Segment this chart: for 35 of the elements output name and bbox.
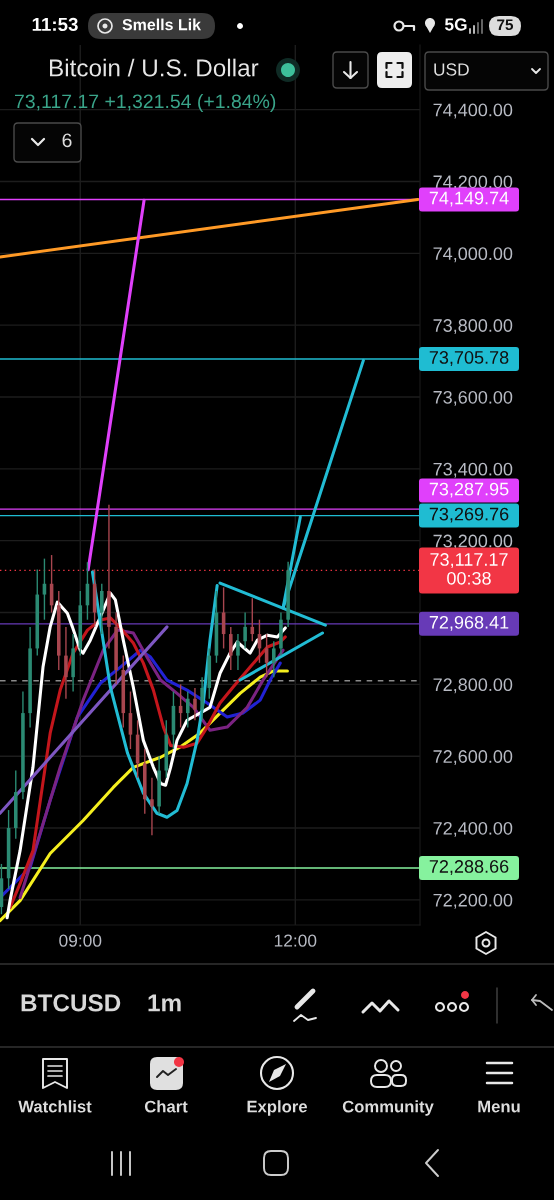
y-tick-label: 73,600.00 xyxy=(433,390,513,406)
y-tick-label: 74,200.00 xyxy=(433,175,513,191)
y-tick-label: 73,200.00 xyxy=(433,534,513,550)
ref-line-label: 73,117.17 00:38 xyxy=(430,553,508,585)
y-tick-label: 72,200.00 xyxy=(433,893,513,909)
y-tick-label: 72,600.00 xyxy=(433,750,513,766)
text: Watchlist xyxy=(18,1100,92,1113)
y-tick-label: 73,800.00 xyxy=(433,319,513,335)
text: Smells Lik xyxy=(122,18,202,31)
y-tick-label: 73,400.00 xyxy=(433,462,513,478)
chart-title: Bitcoin / U.S. Dollar xyxy=(49,58,259,77)
text: USD xyxy=(434,63,469,76)
text: 1m xyxy=(148,994,181,1012)
y-tick-label: 74,400.00 xyxy=(433,103,513,119)
x-tick-label: 12:00 xyxy=(274,934,317,947)
text: 75 xyxy=(497,19,514,31)
text: Community xyxy=(342,1100,434,1116)
annotation: 6 xyxy=(62,133,72,148)
ref-line-label: 72,288.66 xyxy=(429,860,509,875)
ref-line-label: 73,705.78 xyxy=(429,351,509,366)
y-tick-label: 72,400.00 xyxy=(433,821,513,837)
text: 73,117.17 +1,321.54 (+1.84%) xyxy=(15,93,276,113)
text: Menu xyxy=(478,1100,520,1113)
y-tick-label: 74,000.00 xyxy=(433,247,513,263)
text: Chart xyxy=(144,1100,188,1113)
ref-line-label: 72,968.41 xyxy=(429,615,509,631)
text: Explore xyxy=(247,1100,307,1116)
x-tick-label: 09:00 xyxy=(59,934,102,947)
text: 11:53 xyxy=(32,17,78,32)
ref-line-label: 73,287.95 xyxy=(429,482,509,498)
ref-line-label: 74,149.74 xyxy=(429,191,509,207)
y-tick-label: 72,800.00 xyxy=(433,678,513,694)
ref-line-label: 73,269.76 xyxy=(429,507,509,523)
text: 5G xyxy=(444,18,467,31)
text: BTCUSD xyxy=(21,994,121,1012)
